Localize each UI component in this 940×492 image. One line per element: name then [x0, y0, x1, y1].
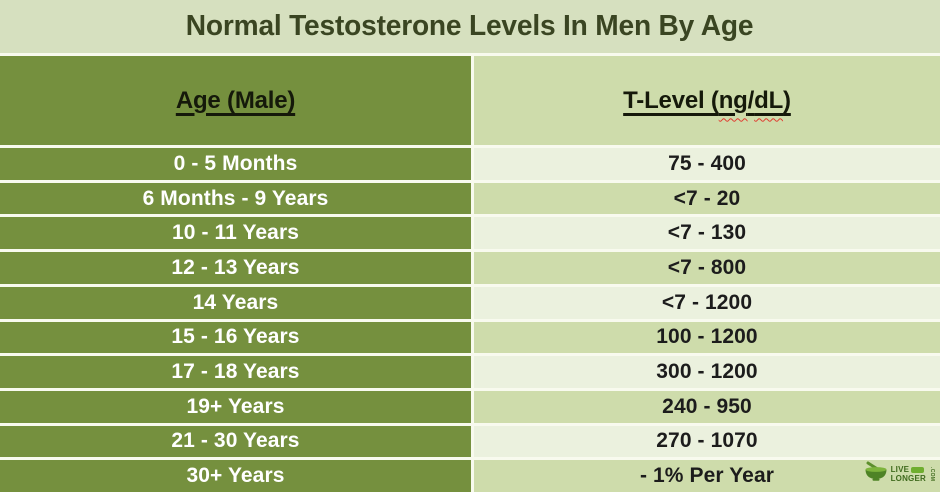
tlevel-cell: <7 - 1200: [474, 286, 940, 319]
page-title: Normal Testosterone Levels In Men By Age: [186, 10, 754, 42]
tlevel-cell: 300 - 1200: [474, 356, 940, 388]
table-row: 14 Years <7 - 1200: [0, 286, 940, 319]
tlevel-cell: 100 - 1200: [474, 321, 940, 354]
tlevel-cell: <7 - 130: [474, 217, 940, 250]
spellcheck-ng: ng: [718, 86, 748, 114]
tlevel-cell: <7 - 20: [474, 182, 940, 215]
mortar-pestle-icon: [864, 461, 888, 487]
age-cell: 17 - 18 Years: [0, 356, 471, 388]
logo-pill: [911, 466, 925, 473]
tlevel-cell: 75 - 400: [474, 148, 940, 180]
logo-vertical-text: .COM: [929, 466, 935, 482]
age-cell: 12 - 13 Years: [0, 252, 471, 284]
tlevel-cell: - 1% Per Year: [474, 460, 940, 492]
testosterone-table: Age (Male) T-Level (ng/dL) 0 - 5 Months …: [0, 53, 940, 492]
table-row: 6 Months - 9 Years <7 - 20: [0, 182, 940, 215]
table-row: 17 - 18 Years 300 - 1200: [0, 356, 940, 388]
header-cell-age: Age (Male): [0, 56, 471, 145]
age-cell: 14 Years: [0, 286, 471, 319]
table-row: 15 - 16 Years 100 - 1200: [0, 321, 940, 354]
table-row: 12 - 13 Years <7 - 800: [0, 252, 940, 284]
tlevel-cell: 270 - 1070: [474, 425, 940, 458]
table-row: 30+ Years - 1% Per Year: [0, 460, 940, 492]
tlevel-column-header: T-Level (ng/dL): [623, 86, 791, 114]
tlevel-cell: <7 - 800: [474, 252, 940, 284]
age-cell: 21 - 30 Years: [0, 425, 471, 458]
title-band: Normal Testosterone Levels In Men By Age: [0, 0, 940, 53]
table-row: 19+ Years 240 - 950: [0, 390, 940, 423]
spellcheck-dl: dL: [754, 86, 784, 114]
age-cell: 0 - 5 Months: [0, 148, 471, 180]
age-cell: 30+ Years: [0, 460, 471, 492]
table-row: 0 - 5 Months 75 - 400: [0, 148, 940, 180]
live-longer-logo: LIVE LONGER .COM: [864, 461, 935, 487]
table-row: 21 - 30 Years 270 - 1070: [0, 425, 940, 458]
header-cell-tlevel: T-Level (ng/dL): [474, 56, 940, 145]
logo-line2: LONGER: [890, 474, 926, 483]
age-cell: 10 - 11 Years: [0, 217, 471, 250]
table-row: 10 - 11 Years <7 - 130: [0, 217, 940, 250]
table-header-row: Age (Male) T-Level (ng/dL): [0, 56, 940, 145]
age-cell: 6 Months - 9 Years: [0, 182, 471, 215]
logo-line1: LIVE: [891, 465, 926, 474]
age-cell: 19+ Years: [0, 390, 471, 423]
tlevel-cell: 240 - 950: [474, 390, 940, 423]
age-column-header: Age (Male): [175, 86, 296, 114]
age-cell: 15 - 16 Years: [0, 321, 471, 354]
